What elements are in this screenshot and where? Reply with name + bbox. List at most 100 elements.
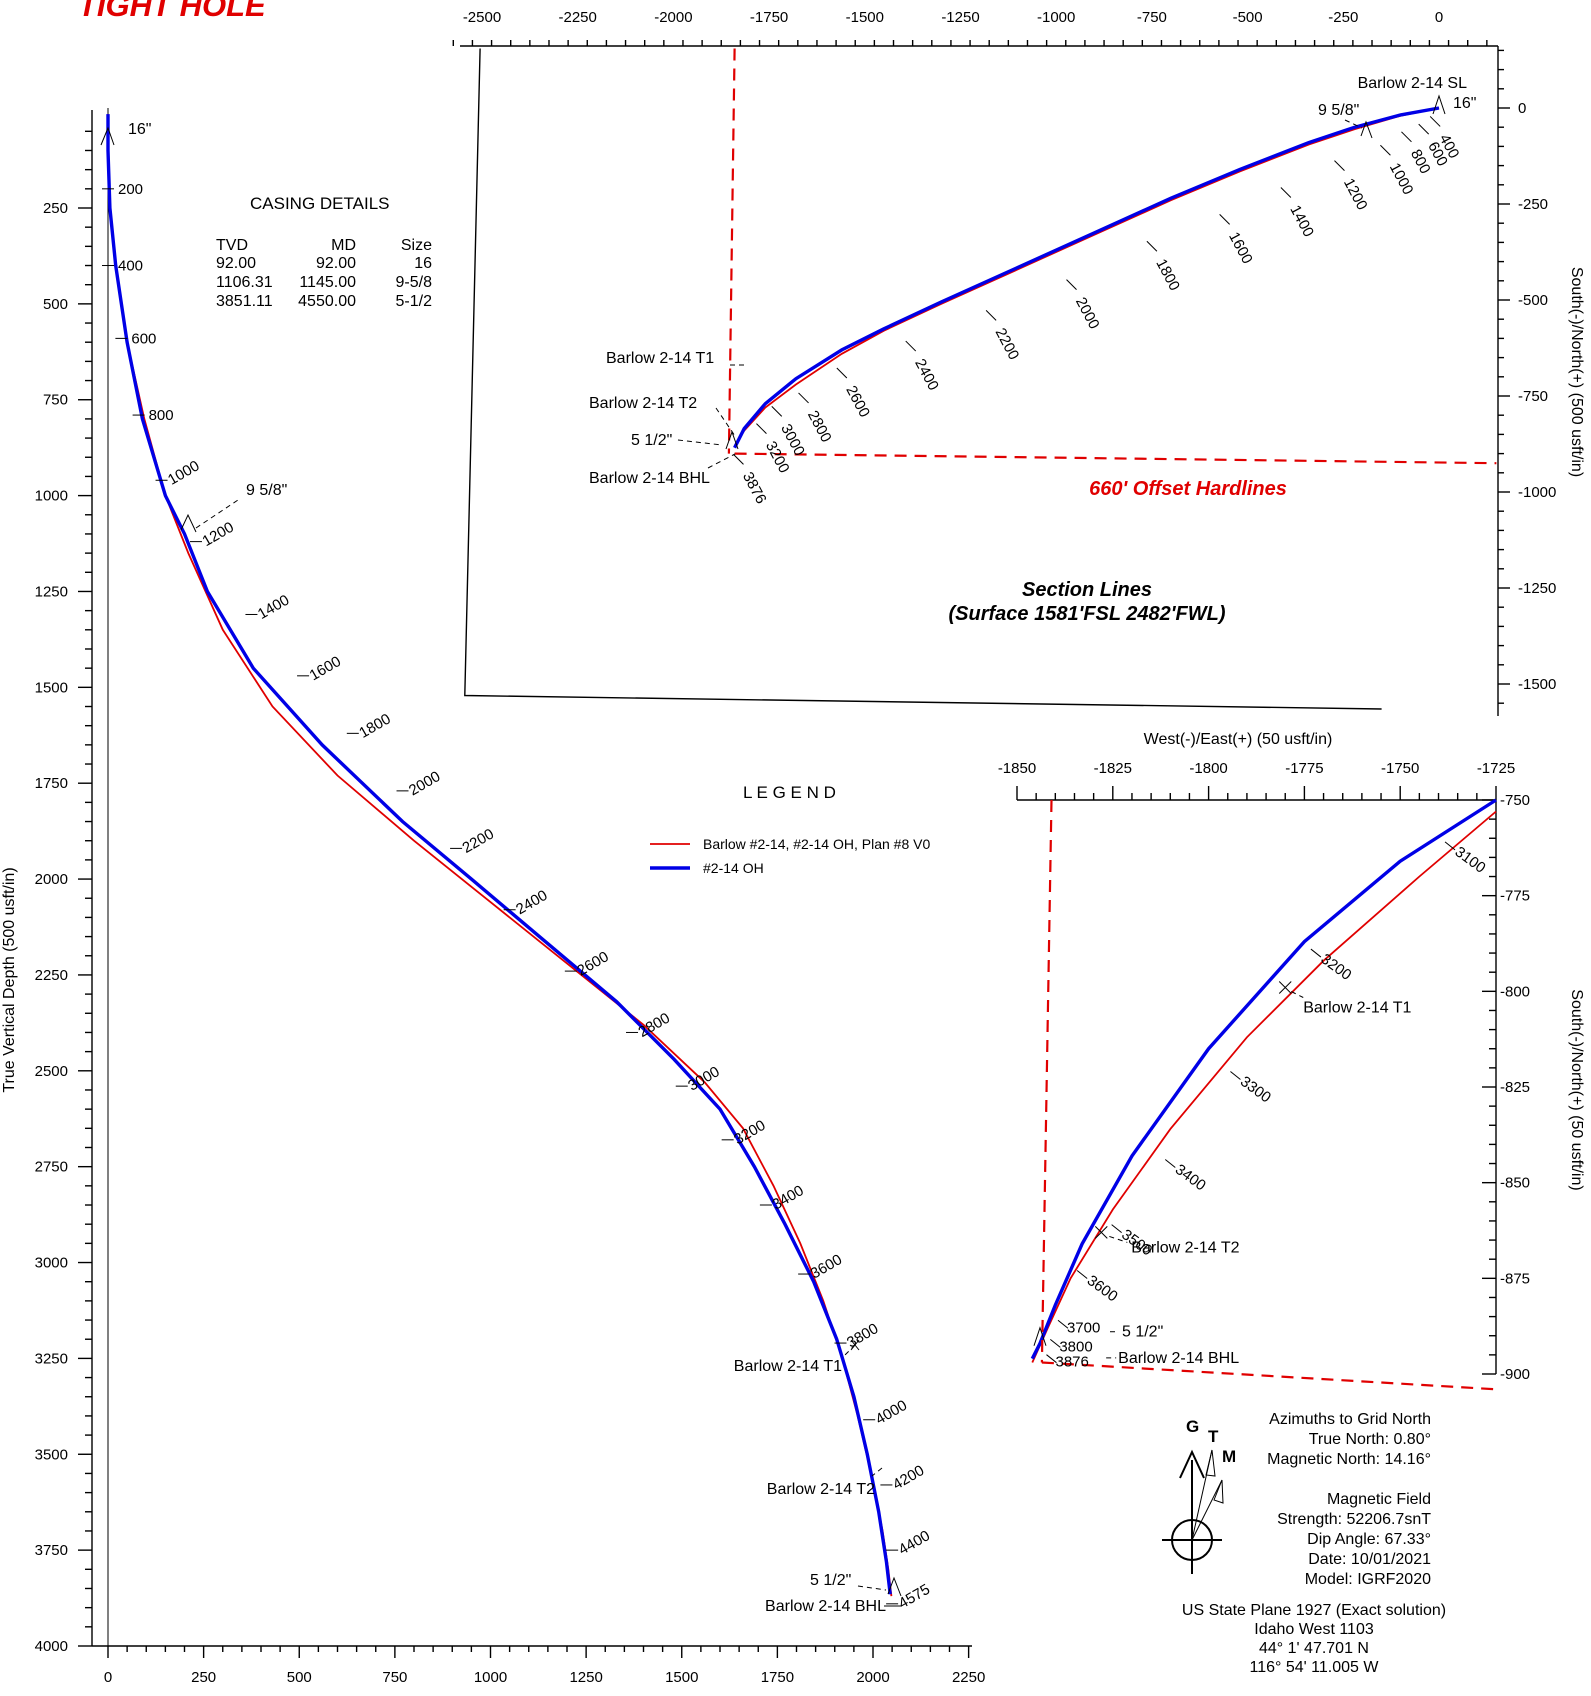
x-tick-label: -2000	[654, 9, 692, 26]
y-tick-label: 3000	[35, 1255, 68, 1272]
md-tick	[836, 367, 848, 379]
casing-title: CASING DETAILS	[250, 194, 390, 213]
md-tick	[771, 406, 783, 417]
md-tick	[1334, 160, 1345, 171]
annotation-leader	[857, 1585, 887, 1591]
series-line-section-lines	[464, 48, 1382, 710]
md-label: 3876	[739, 469, 770, 506]
md-label: 3800	[1059, 1338, 1092, 1355]
legend-label-plan: Barlow #2-14, #2-14 OH, Plan #8 V0	[703, 836, 930, 852]
target-label: Barlow 2-14 BHL	[1118, 1350, 1239, 1367]
md-label: 3400	[769, 1182, 806, 1213]
y-tick-label: -900	[1500, 1366, 1530, 1383]
x-tick-label: 2250	[952, 1669, 985, 1686]
md-label: 3876	[1055, 1354, 1088, 1371]
x-tick-label: -1000	[1037, 9, 1075, 26]
legend-label-actual: #2-14 OH	[703, 860, 764, 876]
y-tick-label: 3250	[35, 1350, 68, 1367]
target-marker-icon	[1094, 1226, 1108, 1239]
md-tick	[1219, 214, 1230, 225]
casing-details: CASING DETAILS TVD MD Size 92.00 92.00 1…	[216, 194, 432, 310]
md-tick	[1111, 1224, 1122, 1233]
projection-info: US State Plane 1927 (Exact solution) Ida…	[1182, 1602, 1446, 1676]
md-label: 2400	[911, 356, 942, 393]
magnetic-north-letter: M	[1222, 1447, 1236, 1466]
y-tick-label: 0	[1518, 100, 1526, 117]
md-label: 2400	[513, 887, 550, 918]
x-tick-label: 500	[287, 1669, 312, 1686]
target-label: Barlow 2-14 T1	[606, 350, 714, 367]
y-tick-label: -875	[1500, 1270, 1530, 1287]
series-line-actual	[1030, 798, 1497, 1360]
md-label: 1000	[1386, 160, 1417, 197]
md-label: 3700	[1067, 1319, 1100, 1336]
md-label: 1600	[307, 653, 344, 684]
x-tick-label: 250	[191, 1669, 216, 1686]
y-tick-label: 1000	[35, 488, 68, 505]
magnetic-north-line	[1191, 1479, 1223, 1541]
md-tick	[1280, 187, 1292, 198]
casing-marker-icon	[1360, 120, 1373, 139]
y-tick-label: -1250	[1518, 580, 1556, 597]
md-tick	[798, 392, 809, 404]
casing-label: 5 1/2"	[1122, 1324, 1163, 1341]
md-label: 3100	[1452, 843, 1489, 876]
md-label: 4200	[890, 1462, 927, 1493]
md-label: 1600	[1225, 229, 1256, 266]
y-tick-label: -250	[1518, 196, 1548, 213]
casing-cell: 92.00	[316, 255, 356, 272]
y-tick-label: -750	[1518, 388, 1548, 405]
md-label: 3600	[1084, 1272, 1121, 1305]
y-tick-label: -825	[1500, 1079, 1530, 1096]
legend: L E G E N D Barlow #2-14, #2-14 OH, Plan…	[650, 783, 930, 876]
azimuth-info: Azimuths to Grid North True North: 0.80°…	[1267, 1411, 1431, 1468]
y-tick-label: 4000	[35, 1638, 68, 1655]
y-tick-label: -1500	[1518, 676, 1556, 693]
md-label: 4400	[896, 1527, 933, 1558]
series-line-plan	[1031, 810, 1497, 1363]
x-tick-label: -2250	[559, 9, 597, 26]
y-tick-label: 2000	[35, 871, 68, 888]
series-line-plan	[733, 107, 1440, 447]
y-tick-label: 1250	[35, 583, 68, 600]
x-tick-label: -750	[1137, 9, 1167, 26]
target-label: Barlow 2-14 T2	[589, 395, 697, 412]
azimuth-line: Magnetic North: 14.16°	[1267, 1451, 1431, 1468]
casing-header-md: MD	[331, 237, 356, 254]
casing-header-tvd: TVD	[216, 237, 248, 254]
x-tick-label: 1000	[474, 1669, 507, 1686]
md-label: 2600	[574, 948, 611, 979]
casing-label: 9 5/8"	[1318, 102, 1359, 119]
projection-line: Idaho West 1103	[1254, 1621, 1374, 1638]
page-title: TIGHT HOLE	[78, 0, 267, 23]
md-tick	[1066, 279, 1077, 290]
y-axis-label: South(-)/North(+) (50 usft/in)	[1568, 989, 1585, 1190]
y-tick-label: 3500	[35, 1446, 68, 1463]
section-lines-title: Section Lines	[1022, 579, 1152, 601]
casing-marker-icon	[100, 126, 115, 146]
md-tick	[1076, 1270, 1088, 1279]
vertical-section-chart: 2505007501000125015001750200022502500275…	[1, 108, 985, 1686]
md-label: 3800	[844, 1320, 881, 1351]
casing-marker-icon	[180, 513, 197, 533]
md-tick	[733, 454, 744, 465]
y-tick-label: 1500	[35, 679, 68, 696]
md-label: 4000	[873, 1397, 910, 1428]
hardlines-label: 660' Offset Hardlines	[1089, 478, 1287, 500]
x-tick-label: -250	[1328, 9, 1358, 26]
y-axis-label: South(-)/North(+) (500 usft/in)	[1568, 267, 1585, 477]
md-tick	[1380, 144, 1391, 156]
x-axis-label: West(-)/East(+) (50 usft/in)	[1144, 731, 1333, 748]
casing-label: 5 1/2"	[631, 432, 672, 449]
series-line-actual	[733, 106, 1440, 449]
x-tick-label: -1775	[1285, 760, 1323, 777]
annotation-leader	[195, 499, 239, 529]
y-tick-label: 750	[43, 392, 68, 409]
x-tick-label: -1850	[998, 760, 1036, 777]
y-tick-label: -800	[1500, 983, 1530, 1000]
casing-cell: 9-5/8	[396, 274, 433, 291]
casing-marker-icon	[725, 430, 739, 450]
y-tick-label: 2500	[35, 1063, 68, 1080]
md-tick	[1310, 948, 1322, 958]
projection-line: 116° 54' 11.005 W	[1250, 1659, 1380, 1676]
